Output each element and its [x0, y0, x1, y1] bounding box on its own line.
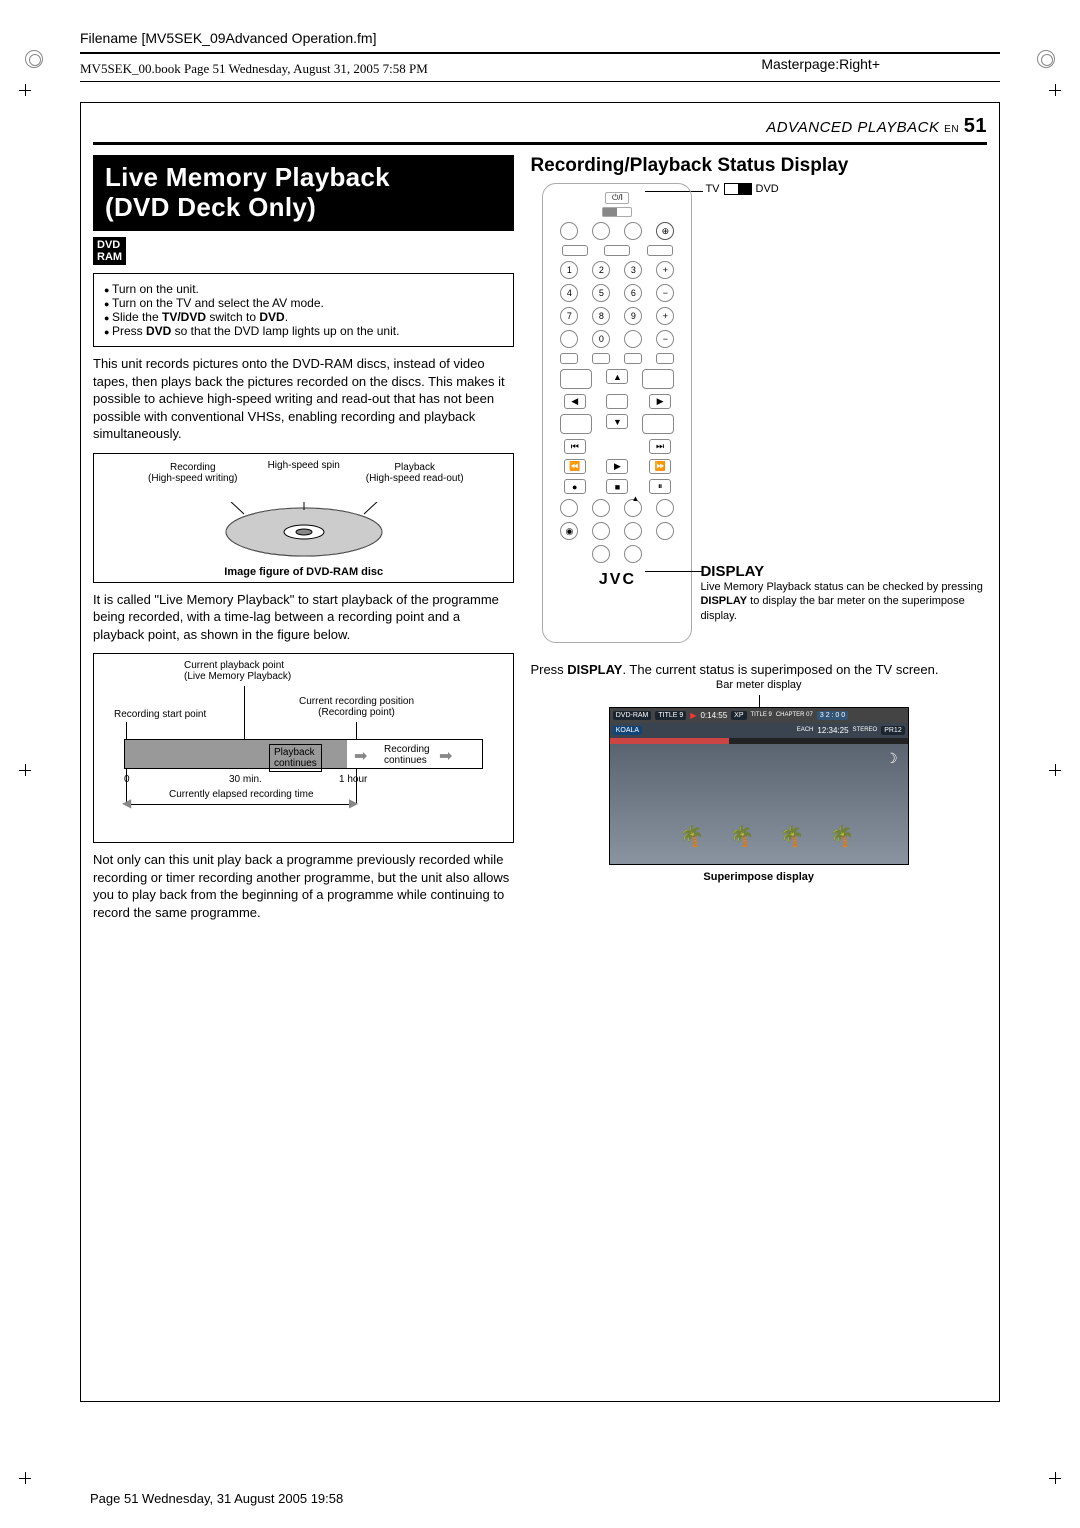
- playback-label: Playback (High-speed read-out): [324, 462, 506, 484]
- disc-caption: Image figure of DVD-RAM disc: [102, 566, 505, 578]
- timeline-figure: Current playback point (Live Memory Play…: [93, 653, 514, 843]
- tv-dvd-switch-icon: [724, 183, 752, 195]
- spin-label: High-speed spin: [268, 460, 340, 471]
- masterpage-label: Masterpage:Right+: [761, 56, 880, 72]
- crop-mark: [15, 80, 35, 100]
- dvd-ram-badge: DVD RAM: [93, 237, 126, 265]
- setup-item: Turn on the TV and select the AV mode.: [104, 296, 503, 310]
- record-button-icon: ◉: [560, 522, 578, 540]
- filename-meta: Filename [MV5SEK_09Advanced Operation.fm…: [80, 30, 1000, 46]
- page-content: ADVANCED PLAYBACK EN 51 Live Memory Play…: [80, 102, 1000, 1402]
- crop-mark: [1045, 760, 1065, 780]
- crop-mark: [1045, 80, 1065, 100]
- crop-mark: [1045, 1468, 1065, 1488]
- intro-paragraph: This unit records pictures onto the DVD-…: [93, 355, 514, 443]
- lang-code: EN: [944, 124, 959, 135]
- display-callout: DISPLAY Live Memory Playback status can …: [700, 563, 987, 623]
- main-title: Live Memory Playback (DVD Deck Only): [93, 155, 514, 231]
- page-header: ADVANCED PLAYBACK EN 51: [93, 115, 987, 145]
- setup-box: Turn on the unit. Turn on the TV and sel…: [93, 273, 514, 347]
- footer-text: Page 51 Wednesday, 31 August 2005 19:58: [90, 1491, 343, 1506]
- section-name: ADVANCED PLAYBACK: [766, 119, 939, 136]
- osd-display: DVD-RAM TITLE 9 ▶ 0:14:55 XP TITLE 9 CHA…: [609, 707, 909, 865]
- setup-item: Press DVD so that the DVD lamp lights up…: [104, 324, 503, 338]
- page-number: 51: [964, 115, 987, 137]
- mid-paragraph: It is called "Live Memory Playback" to s…: [93, 591, 514, 644]
- osd-caption: Superimpose display: [530, 871, 987, 883]
- press-display-text: Press DISPLAY. The current status is sup…: [530, 661, 987, 679]
- bar-meter-label: Bar meter display: [530, 679, 987, 691]
- registration-mark: [1037, 50, 1055, 68]
- arrow-right-icon: ➡: [354, 746, 367, 766]
- jvc-logo: JVC: [553, 571, 681, 589]
- registration-mark: [25, 50, 43, 68]
- arrow-right-icon: ▶: [349, 796, 358, 810]
- arrow-right-icon: ➡: [439, 746, 452, 766]
- setup-item: Slide the TV/DVD switch to DVD.: [104, 310, 503, 324]
- recording-label: Recording (High-speed writing): [102, 462, 284, 484]
- arrow-left-icon: ◀: [122, 796, 131, 810]
- crop-mark: [15, 760, 35, 780]
- status-display-heading: Recording/Playback Status Display: [530, 155, 987, 177]
- disc-figure: High-speed spin Recording (High-speed wr…: [93, 453, 514, 583]
- remote-control: ⏻/I ⊕ 123+ 456− 789+ 0− ▲ ◀▶ ▼ ⏮⏭ ⏪▶⏩: [542, 183, 692, 643]
- setup-item: Turn on the unit.: [104, 282, 503, 296]
- crop-mark: [15, 1468, 35, 1488]
- tv-dvd-switch-label: TV DVD: [705, 183, 778, 195]
- disc-icon: [219, 502, 389, 562]
- bottom-paragraph: Not only can this unit play back a progr…: [93, 851, 514, 921]
